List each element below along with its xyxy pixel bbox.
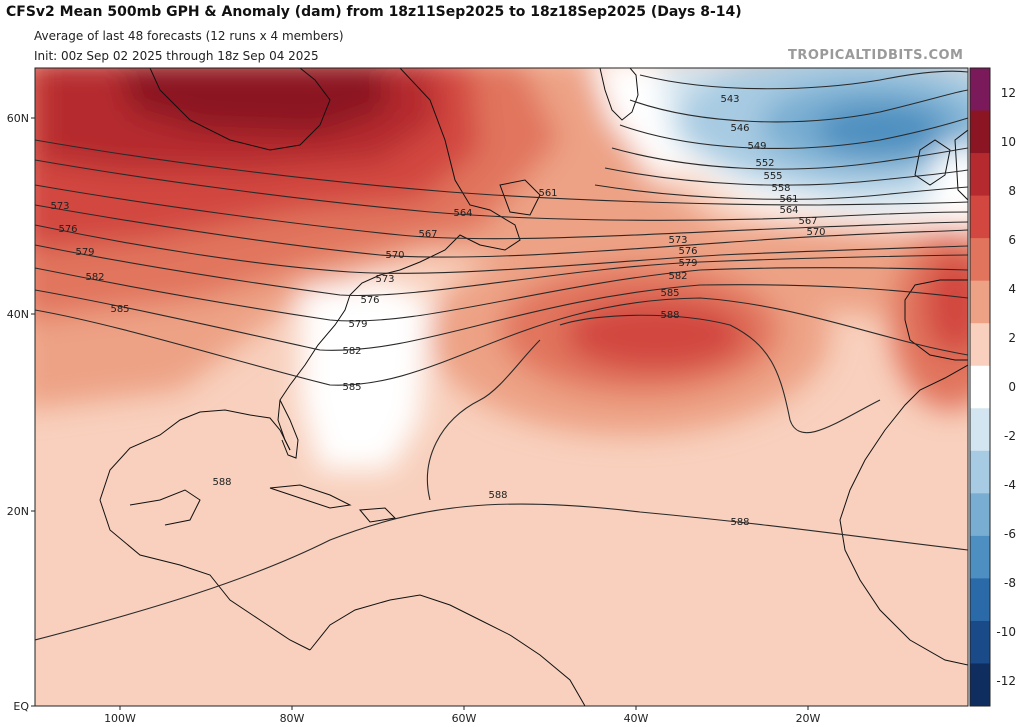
colorbar-label: 0: [1008, 380, 1016, 394]
colorbar-label: 4: [1008, 282, 1016, 296]
subtitle-average: Average of last 48 forecasts (12 runs x …: [34, 29, 344, 43]
contour-label: 546: [730, 123, 749, 134]
lat-label: 20N: [7, 505, 29, 518]
colorbar-swatch: [970, 450, 990, 494]
colorbar-swatch: [970, 578, 990, 622]
contour-label: 567: [798, 216, 817, 227]
contour-label: 582: [342, 346, 361, 357]
coastlines: [99, 68, 968, 706]
contour-label: 579: [678, 258, 697, 269]
colorbar-label: -10: [996, 625, 1016, 639]
lon-label: 20W: [796, 712, 821, 725]
colorbar-swatch: [970, 663, 990, 707]
colorbar-label: -4: [1004, 478, 1016, 492]
map-title: CFSv2 Mean 500mb GPH & Anomaly (dam) fro…: [6, 4, 742, 20]
contour-label: 576: [58, 224, 77, 235]
contour-label: 573: [50, 201, 69, 212]
colorbar: 12 10 8 6 4 2 0 -2 -4 -6 -8 -10 -12: [969, 67, 1016, 707]
contour-label: 564: [453, 208, 472, 219]
colorbar-swatch: [970, 493, 990, 537]
brand-watermark: TROPICALTIDBITS.COM: [788, 48, 964, 63]
colorbar-swatch: [970, 68, 990, 112]
lon-label: 80W: [280, 712, 305, 725]
contour-label: 588: [212, 477, 231, 488]
contour-label: 552: [755, 158, 774, 169]
contour-label: 588: [730, 517, 749, 528]
contour-label: 573: [375, 274, 394, 285]
colorbar-swatch: [970, 280, 990, 324]
contour-label: 561: [538, 188, 557, 199]
contour-label: 555: [763, 171, 782, 182]
contour-label: 582: [85, 272, 104, 283]
lat-label: EQ: [13, 700, 29, 713]
contour-label: 576: [360, 295, 379, 306]
lon-label: 100W: [104, 712, 136, 725]
contour-label: 549: [747, 141, 766, 152]
colorbar-swatch: [970, 323, 990, 367]
lat-label: 60N: [7, 112, 29, 125]
contour-label: 579: [348, 319, 367, 330]
contour-label: 573: [668, 235, 687, 246]
contour-label: 588: [488, 490, 507, 501]
contour-label: 585: [342, 382, 361, 393]
contour-label: 570: [385, 250, 404, 261]
contour-label: 543: [720, 94, 739, 105]
lon-label: 40W: [624, 712, 649, 725]
contour-label: 570: [806, 227, 825, 238]
map-frame: [34, 67, 969, 707]
contour-label: 558: [771, 183, 790, 194]
colorbar-label: 6: [1008, 233, 1016, 247]
colorbar-swatch: [970, 153, 990, 197]
colorbar-swatch: [970, 238, 990, 282]
colorbar-swatch: [970, 408, 990, 452]
subtitle-init: Init: 00z Sep 02 2025 through 18z Sep 04…: [34, 49, 319, 63]
contour-label: 579: [75, 247, 94, 258]
colorbar-label: -2: [1004, 429, 1016, 443]
colorbar-label: 10: [1001, 135, 1016, 149]
colorbar-label: -8: [1004, 576, 1016, 590]
contour-labels: 543 546 549 552 555 558 561 561 564 564 …: [50, 94, 825, 528]
lat-label: 40N: [7, 308, 29, 321]
anomaly-field: 543 546 549 552 555 558 561 561 564 564 …: [35, 68, 968, 706]
contour-label: 585: [660, 288, 679, 299]
height-contours: [35, 70, 968, 641]
longitude-axis: 100W 80W 60W 40W 20W: [104, 706, 821, 725]
contour-label: 582: [668, 271, 687, 282]
lon-label: 60W: [452, 712, 477, 725]
colorbar-label: 12: [1001, 86, 1016, 100]
colorbar-label: -12: [996, 674, 1016, 688]
colorbar-swatch: [970, 535, 990, 579]
contour-label: 564: [779, 205, 798, 216]
contour-label: 588: [660, 310, 679, 321]
contour-label: 561: [779, 194, 798, 205]
colorbar-swatch: [970, 195, 990, 239]
colorbar-label: 8: [1008, 184, 1016, 198]
colorbar-frame: [969, 67, 991, 707]
colorbar-label: 2: [1008, 331, 1016, 345]
colorbar-swatch: [970, 365, 990, 409]
latitude-axis: 60N 40N 20N EQ: [7, 112, 35, 713]
contour-label: 567: [418, 229, 437, 240]
contour-label: 576: [678, 246, 697, 257]
colorbar-label: -6: [1004, 527, 1016, 541]
contour-label: 585: [110, 304, 129, 315]
colorbar-swatch: [970, 110, 990, 154]
colorbar-swatch: [970, 620, 990, 664]
